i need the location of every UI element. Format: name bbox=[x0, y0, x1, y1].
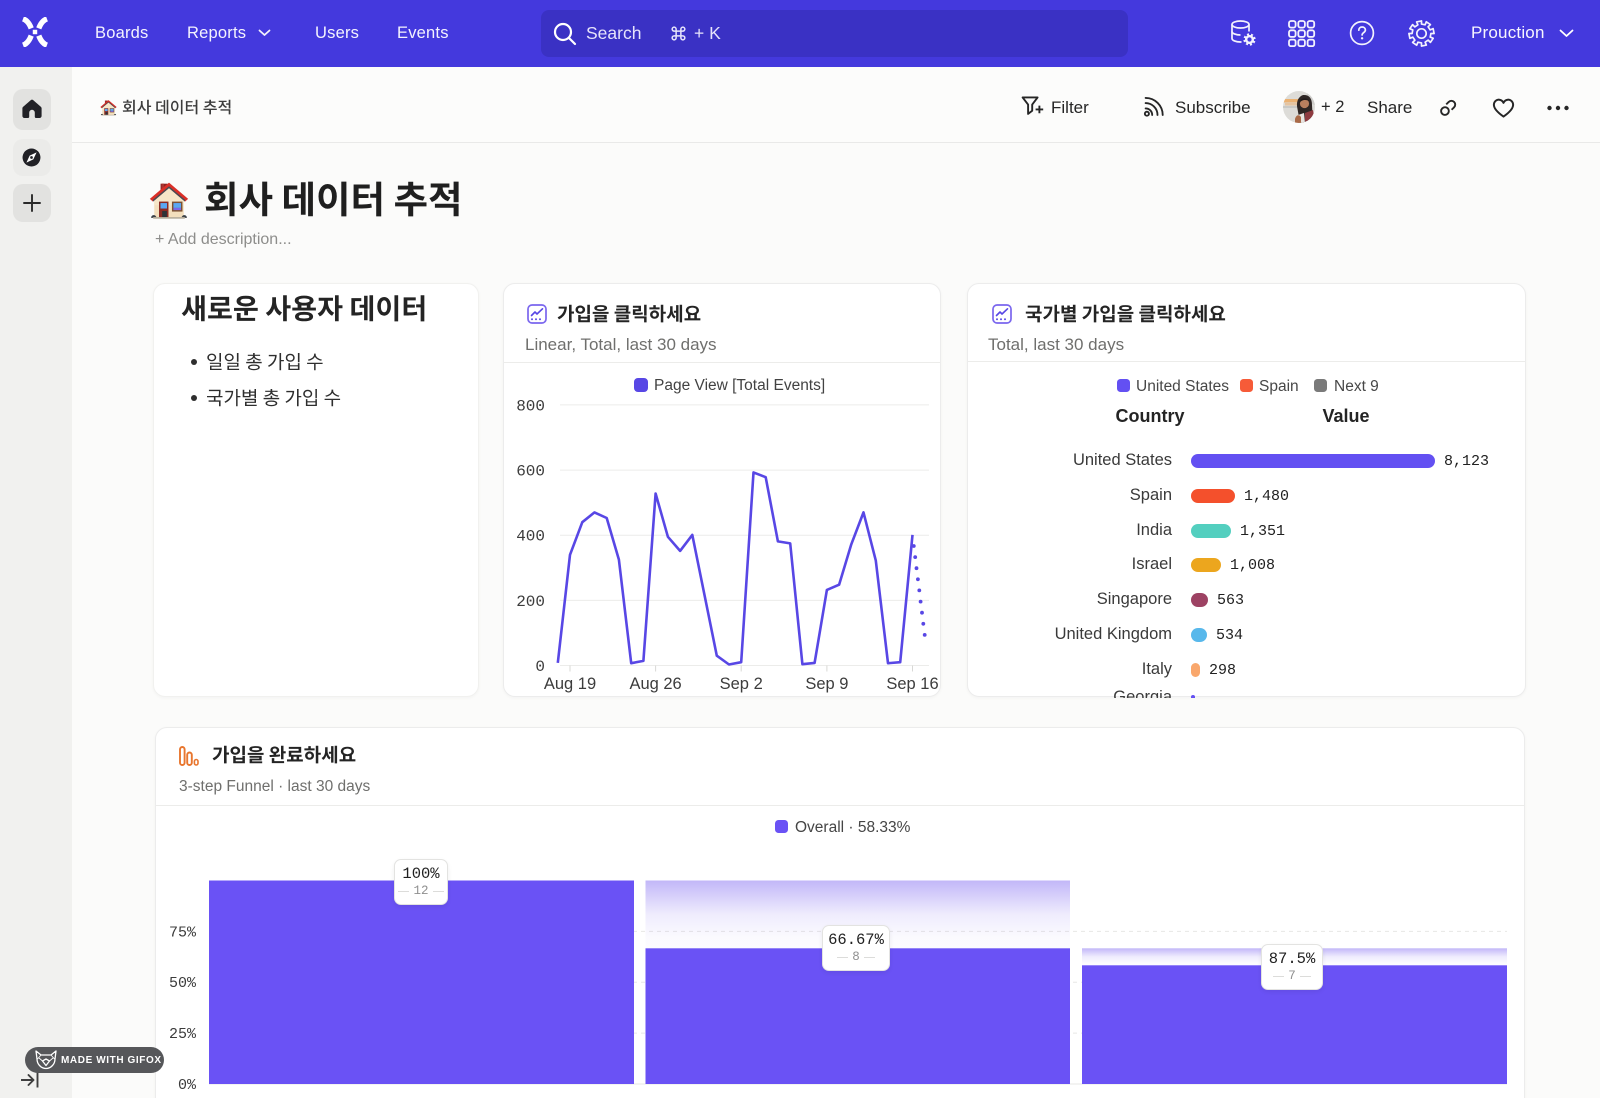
svg-text:800: 800 bbox=[516, 397, 545, 415]
svg-text:600: 600 bbox=[516, 463, 545, 481]
svg-text:Sep 9: Sep 9 bbox=[805, 675, 848, 693]
svg-text:Sep 2: Sep 2 bbox=[720, 675, 763, 693]
svg-text:75%: 75% bbox=[169, 924, 197, 941]
svg-text:Aug 26: Aug 26 bbox=[629, 675, 681, 693]
svg-text:Sep 16: Sep 16 bbox=[886, 675, 938, 693]
svg-text:0%: 0% bbox=[178, 1077, 197, 1094]
svg-text:200: 200 bbox=[516, 593, 545, 611]
svg-text:50%: 50% bbox=[169, 975, 197, 992]
svg-text:Aug 19: Aug 19 bbox=[544, 675, 596, 693]
svg-text:400: 400 bbox=[516, 528, 545, 546]
svg-text:25%: 25% bbox=[169, 1026, 197, 1043]
svg-text:0: 0 bbox=[535, 658, 545, 676]
